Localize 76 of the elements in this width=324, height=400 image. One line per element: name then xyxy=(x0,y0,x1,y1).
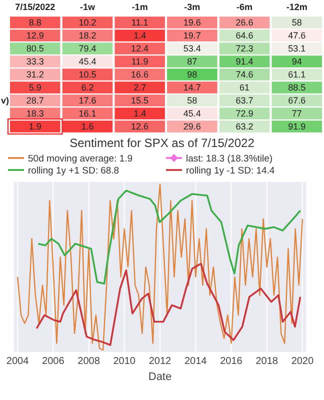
data-label: 53.4 xyxy=(183,44,201,54)
data-label: 10.5 xyxy=(78,70,96,80)
x-tick-label: 2020 xyxy=(291,356,314,367)
data-label: 94 xyxy=(292,56,302,67)
chart-title: Sentiment for SPX as of 7/15/2022 xyxy=(70,136,255,150)
annotation: v) xyxy=(0,96,9,106)
legend-label: rolling 1y +1 SD: 68.8 xyxy=(28,166,120,176)
data-label: 28.7 xyxy=(26,96,44,106)
x-tick-label: 2016 xyxy=(220,356,243,367)
x-axis-title: Date xyxy=(148,371,172,383)
data-label: 58 xyxy=(187,96,198,106)
data-label: 18.3 xyxy=(26,108,44,119)
x-tick-label: -3m xyxy=(184,2,200,12)
legend-label: last: 18.3 (18.3%tile) xyxy=(186,154,273,164)
data-label: 80.5 xyxy=(26,44,44,54)
data-label: 53.1 xyxy=(288,44,306,54)
data-label: 91.4 xyxy=(236,56,254,67)
x-tick-label: -1m xyxy=(132,2,148,12)
data-label: 29.6 xyxy=(183,122,201,132)
data-label: 45.4 xyxy=(183,108,201,119)
data-label: 18.2 xyxy=(78,30,96,41)
data-label: 72.9 xyxy=(236,108,254,119)
data-label: 61 xyxy=(240,82,250,93)
x-tick-label: 2014 xyxy=(184,356,208,367)
data-label: 63.2 xyxy=(236,122,254,132)
data-label: 33.3 xyxy=(26,56,44,67)
data-label: 47.6 xyxy=(288,30,306,41)
data-label: 19.7 xyxy=(183,30,201,41)
data-label: 31.2 xyxy=(26,70,44,80)
data-label: 14.7 xyxy=(183,82,201,93)
data-label: 12.9 xyxy=(26,30,44,41)
x-tick-label: 2006 xyxy=(42,356,65,367)
data-label: 61.1 xyxy=(288,70,306,80)
x-tick-label: 2004 xyxy=(6,356,30,367)
data-label: 8.8 xyxy=(28,18,42,28)
data-label: 1.6 xyxy=(81,122,94,132)
data-label: 11.1 xyxy=(131,18,148,28)
x-tick-label: 2010 xyxy=(113,356,136,367)
data-label: 58 xyxy=(292,18,302,28)
data-label: 5.9 xyxy=(28,82,42,93)
data-label: 91.9 xyxy=(288,122,306,132)
data-label: 77 xyxy=(292,108,302,119)
legend-label: rolling 1y -1 SD: 14.4 xyxy=(186,166,275,176)
data-label: 11.9 xyxy=(131,56,148,67)
legend-label: 50d moving average: 1.9 xyxy=(28,154,133,164)
x-tick-label: 7/15/2022 xyxy=(15,2,56,12)
x-tick-label: 2008 xyxy=(78,356,100,367)
x-tick-label: -12m xyxy=(286,2,308,12)
data-label: 64.6 xyxy=(236,30,254,41)
data-label: 98 xyxy=(187,70,198,80)
data-label: 79.4 xyxy=(78,44,96,54)
data-label: 12.6 xyxy=(131,122,149,132)
data-label: 1.4 xyxy=(134,30,146,41)
data-label: 45.4 xyxy=(78,56,96,67)
x-tick-label: 2012 xyxy=(148,356,172,367)
data-label: 15.5 xyxy=(131,96,149,106)
data-label: 87 xyxy=(187,56,198,67)
data-label: 72.3 xyxy=(236,44,254,54)
data-label: 12.4 xyxy=(131,44,149,54)
data-label: 6.2 xyxy=(81,82,94,93)
data-label: 2.7 xyxy=(134,82,146,93)
data-label: 26.6 xyxy=(236,18,254,28)
data-label: 63.7 xyxy=(236,96,254,106)
x-tick-label: -6m xyxy=(236,2,253,12)
data-label: 1.9 xyxy=(28,122,42,132)
data-label: 88.5 xyxy=(288,82,306,93)
data-label: 17.6 xyxy=(78,96,96,106)
x-tick-label: -1w xyxy=(80,2,96,12)
data-label: 1.4 xyxy=(134,108,146,119)
data-label: 16.1 xyxy=(78,108,96,119)
data-label: 10.2 xyxy=(78,18,96,28)
data-label: 19.6 xyxy=(183,18,201,28)
x-tick-label: 2018 xyxy=(256,356,278,367)
data-label: 74.6 xyxy=(236,70,254,80)
data-label: 67.6 xyxy=(288,96,306,106)
data-label: 16.6 xyxy=(131,70,149,80)
